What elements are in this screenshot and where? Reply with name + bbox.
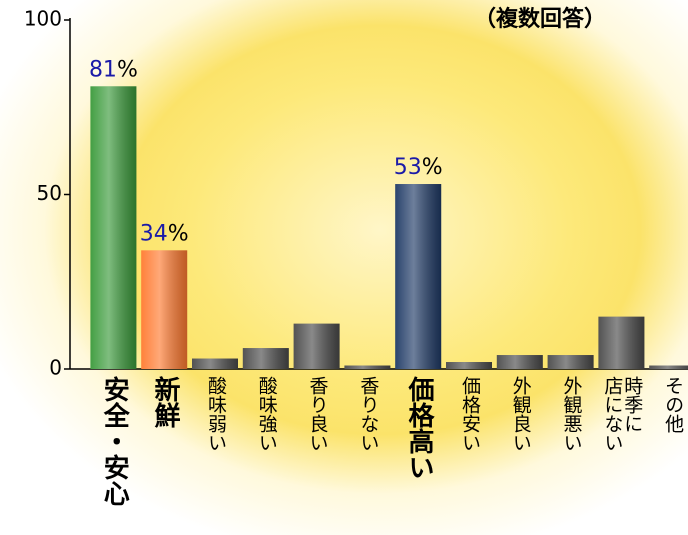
bar-sheen xyxy=(344,366,390,369)
x-tick-label: 香り良い xyxy=(307,376,327,452)
bar-sheen xyxy=(548,355,594,369)
bar-sheen xyxy=(649,366,688,369)
chart: （複数回答） 0 50 100 81% 34% 53% 安全・安心新鮮 酸味弱い 酸味強い 香り… xyxy=(0,0,688,535)
bar-sheen xyxy=(294,324,340,369)
y-tick-label: 100 xyxy=(24,7,62,31)
x-tick-label: 価格安い xyxy=(459,376,479,452)
value-label: 81% xyxy=(89,57,138,82)
x-tick-label: その他 xyxy=(662,376,682,433)
value-label: 53% xyxy=(394,155,443,180)
x-tick-label: 香りない xyxy=(357,376,377,452)
x-tick-label: 酸味強い xyxy=(256,376,276,452)
bar-sheen xyxy=(446,362,492,369)
bar-sheen xyxy=(497,355,543,369)
y-tick-label: 0 xyxy=(49,356,62,380)
bar-sheen xyxy=(90,86,136,369)
value-label: 34% xyxy=(140,221,189,246)
bar-sheen xyxy=(243,348,289,369)
bar-sheen xyxy=(141,250,187,369)
x-tick-label: 酸味弱い xyxy=(205,376,225,452)
x-tick-label: 時季に 店にない xyxy=(601,376,641,452)
bar-sheen xyxy=(598,317,644,369)
chart-subtitle: （複数回答） xyxy=(474,6,606,32)
y-tick-label: 50 xyxy=(37,181,62,205)
bar-sheen xyxy=(395,184,441,369)
x-tick-label: 外観悪い xyxy=(561,376,581,452)
x-tick-label: 価格高い xyxy=(405,376,432,480)
x-tick-label: 安全・安心 xyxy=(100,376,127,506)
bar-sheen xyxy=(192,359,238,369)
x-tick-label: 外観良い xyxy=(510,376,530,452)
x-tick-label: 新鮮 xyxy=(151,376,178,428)
